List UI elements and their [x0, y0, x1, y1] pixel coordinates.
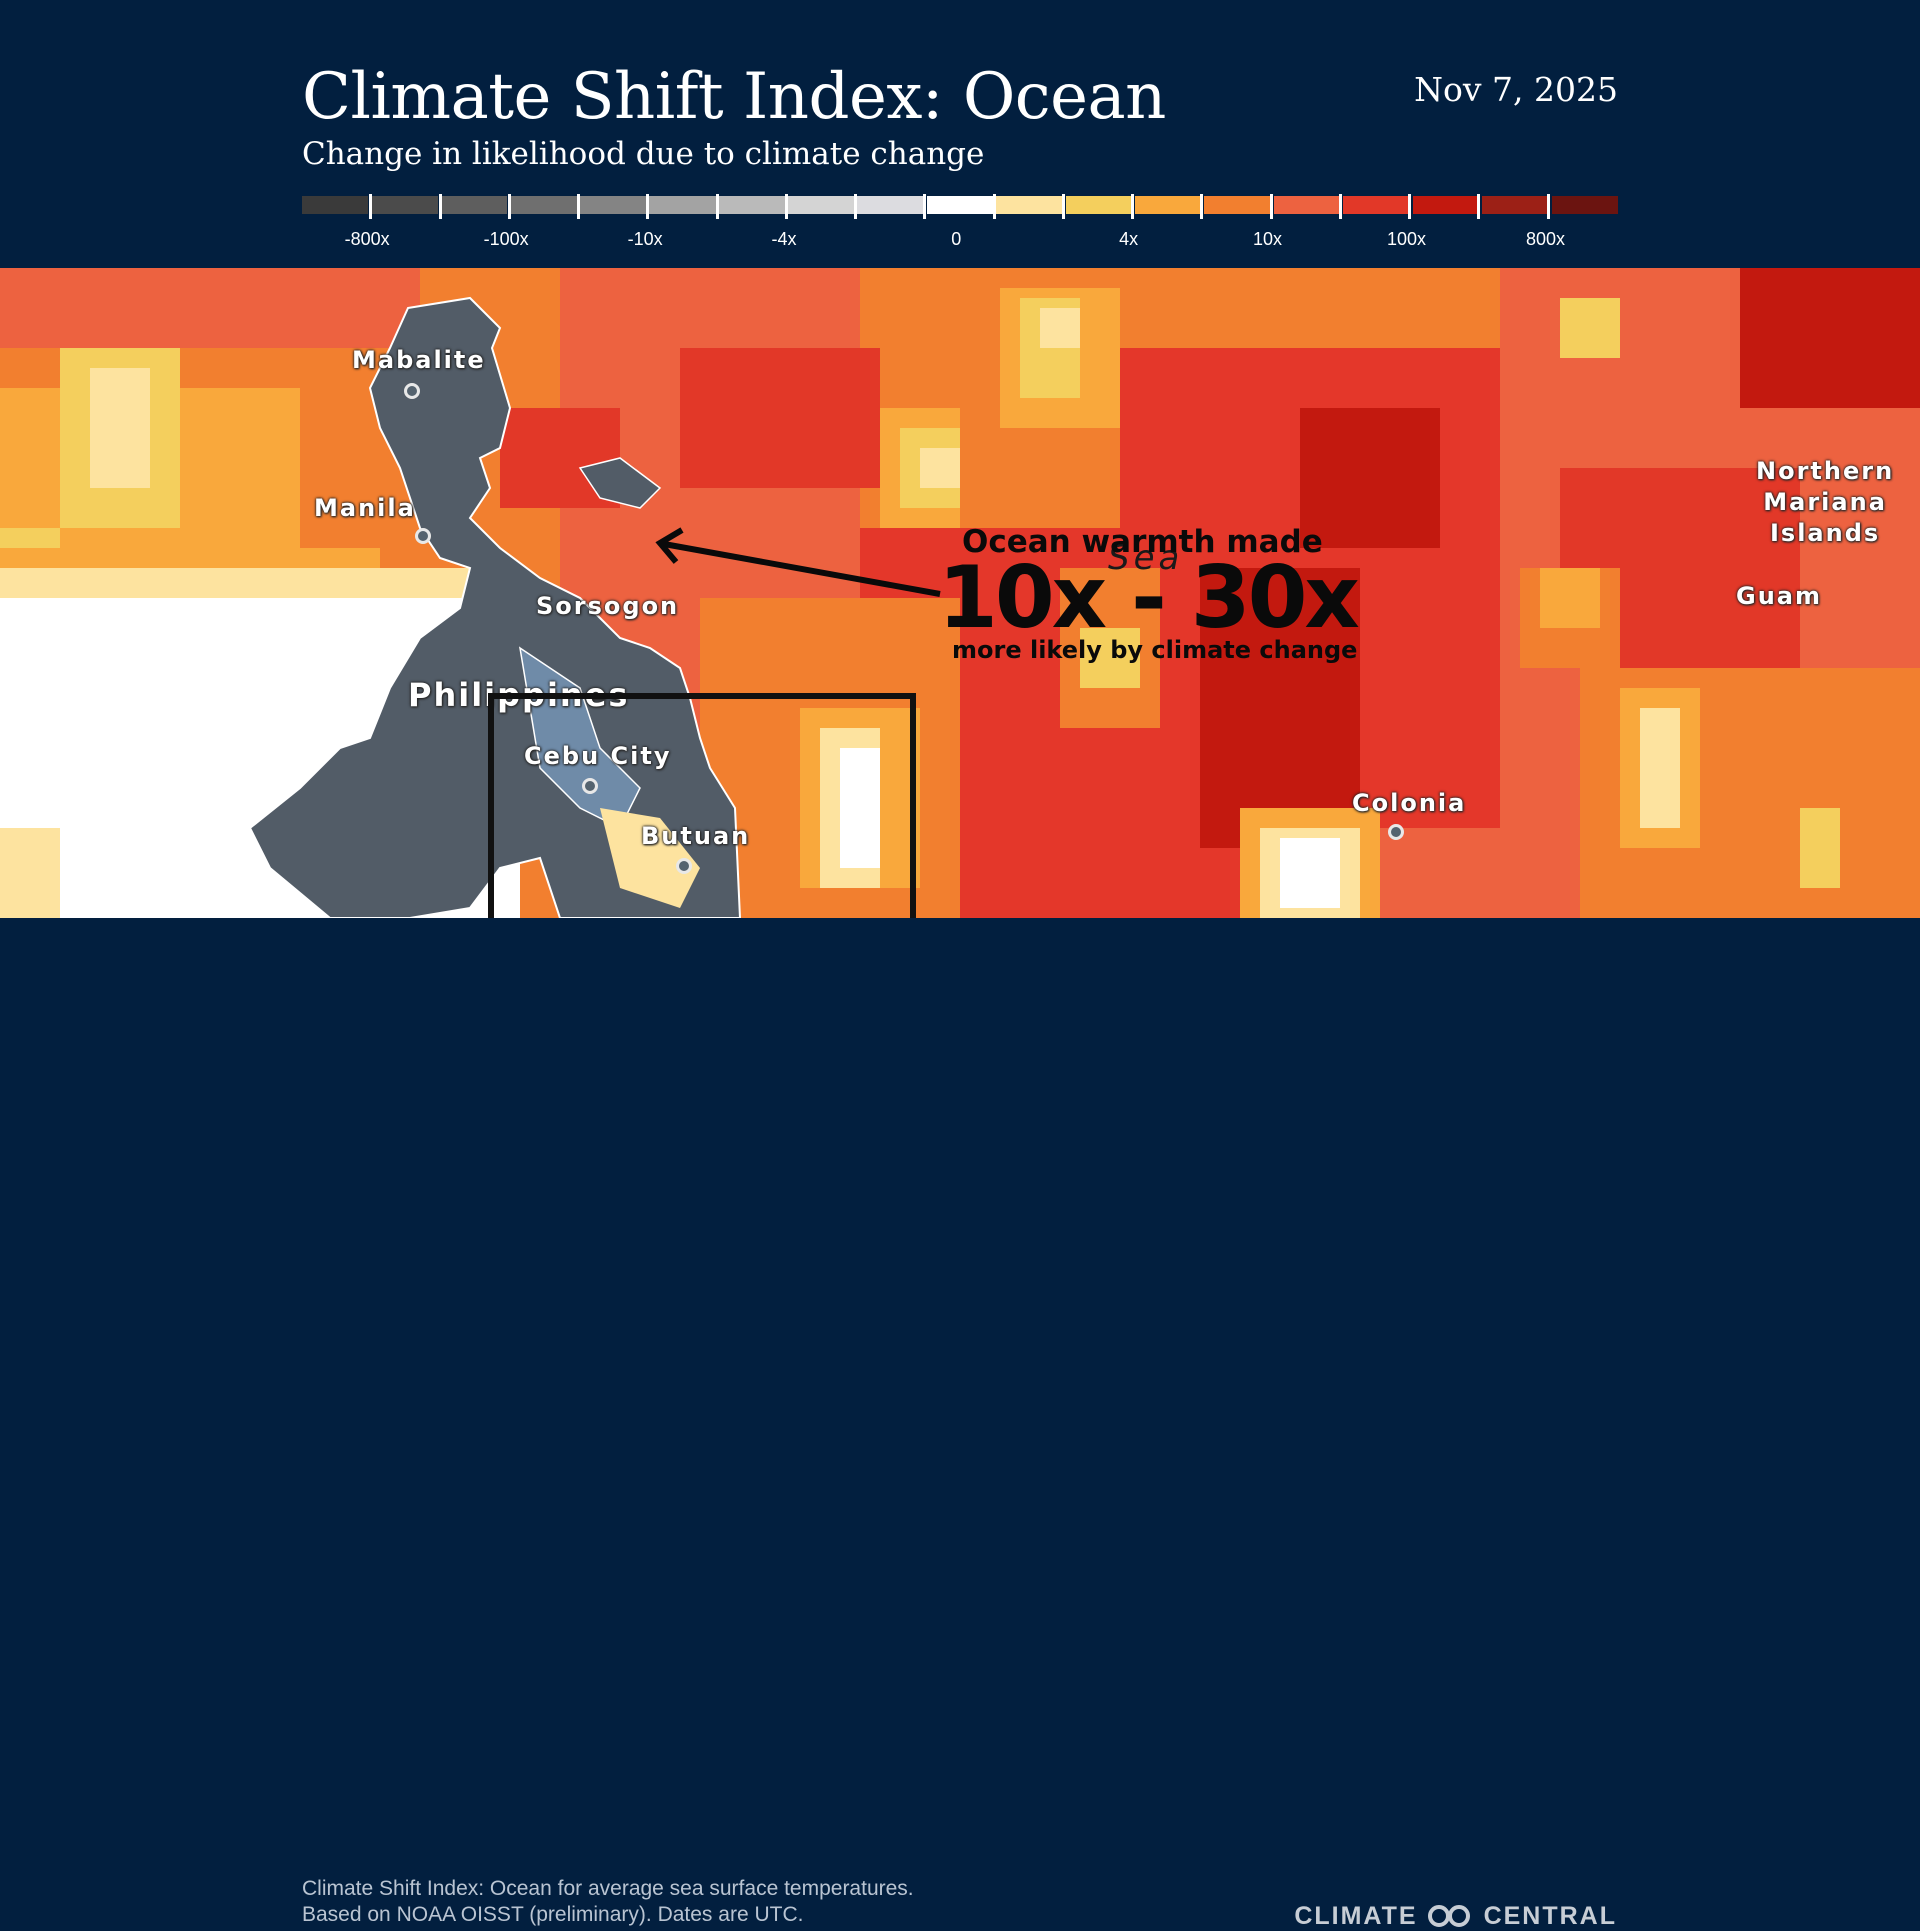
footnote-line2: Based on NOAA OISST (preliminary). Dates…	[302, 1903, 804, 1926]
legend-swatch	[510, 196, 577, 214]
city-marker-icon	[1388, 824, 1404, 840]
map[interactable]: Sea Mabalite Manila Sorsogon Philippines Ceb…	[0, 268, 1920, 918]
date-label: Nov 7, 2025	[1414, 70, 1618, 109]
legend-tick	[438, 194, 442, 219]
place-label: Butuan	[641, 822, 751, 850]
legend-swatch	[302, 196, 369, 214]
legend-label: -100x	[483, 229, 529, 249]
legend-swatch	[579, 196, 647, 214]
legend-swatch	[996, 196, 1063, 214]
page-subtitle: Change in likelihood due to climate chan…	[302, 136, 985, 172]
city-marker-icon	[415, 528, 431, 544]
legend-tick	[1200, 194, 1204, 219]
footnote: Climate Shift Index: Ocean for average s…	[302, 1876, 914, 1928]
legend-swatch	[718, 196, 785, 214]
annotation-value: 10x - 30x	[938, 548, 1360, 648]
color-legend	[302, 196, 1619, 216]
place-label: Mabalite	[352, 346, 486, 374]
legend-label: -4x	[771, 229, 797, 249]
legend-tick	[369, 194, 373, 219]
legend-tick	[1061, 194, 1065, 219]
page-title: Climate Shift Index: Ocean	[302, 60, 1166, 134]
arrow-icon	[655, 527, 941, 597]
city-marker-icon	[404, 383, 420, 399]
legend-swatch	[926, 196, 994, 214]
annotation-line3: more likely by climate change	[952, 636, 1358, 664]
legend-label: -800x	[344, 229, 390, 249]
legend-swatch	[649, 196, 716, 214]
city-marker-icon	[676, 858, 692, 874]
legend-tick	[1546, 194, 1550, 219]
legend-swatch	[1204, 196, 1271, 214]
legend-label: 100x	[1386, 229, 1427, 249]
legend-tick	[1269, 194, 1273, 219]
legend-labels: -800x -100x -10x -4x 0 4x 10x 100x 800x	[302, 229, 1618, 253]
legend-tick	[923, 194, 927, 219]
legend-swatch	[1273, 196, 1341, 214]
annotation-line1: Ocean warmth made	[962, 524, 1323, 560]
legend-tick	[1477, 194, 1481, 219]
highlight-box	[488, 693, 916, 918]
legend-swatch	[371, 196, 438, 214]
legend-swatch	[1343, 196, 1410, 214]
logo-rings-icon	[1426, 1904, 1476, 1929]
footnote-line1: Climate Shift Index: Ocean for average s…	[302, 1877, 914, 1900]
legend-tick	[646, 194, 650, 219]
legend-ticks	[302, 194, 1618, 220]
legend-tick	[784, 194, 788, 219]
legend-swatch	[440, 196, 508, 214]
legend-swatch	[1135, 196, 1202, 214]
header: Climate Shift Index: Ocean Change in lik…	[0, 0, 1920, 268]
legend-label: 10x	[1253, 229, 1283, 249]
city-marker-icon	[582, 778, 598, 794]
legend-tick	[1408, 194, 1412, 219]
legend-swatch	[1551, 196, 1619, 214]
legend-tick	[854, 194, 858, 219]
legend-label: -10x	[627, 229, 663, 249]
place-label: Northern Mariana Islands	[1756, 457, 1895, 547]
logo-text-left: CLIMATE	[1294, 1902, 1418, 1930]
legend-swatch	[1412, 196, 1480, 214]
climate-central-logo: CLIMATE CENTRAL	[1294, 1902, 1617, 1931]
logo-text-right: CENTRAL	[1483, 1902, 1617, 1930]
place-label: Colonia	[1352, 789, 1467, 817]
legend-label: 800x	[1525, 229, 1566, 249]
legend-swatch	[1065, 196, 1133, 214]
legend-swatch	[1482, 196, 1549, 214]
legend-tick	[577, 194, 581, 219]
place-label: Manila	[314, 494, 416, 522]
legend-label: 4x	[1119, 229, 1139, 249]
sea-label: Sea	[1108, 538, 1184, 578]
place-label: Guam	[1736, 582, 1822, 610]
place-label: Sorsogon	[536, 592, 680, 620]
legend-swatch	[787, 196, 855, 214]
legend-tick	[507, 194, 511, 219]
footer: Climate Shift Index: Ocean for average s…	[0, 918, 1920, 1930]
legend-label: 0	[951, 229, 962, 249]
place-label: Cebu City	[524, 742, 672, 770]
legend-tick	[992, 194, 996, 219]
legend-swatch	[857, 196, 924, 214]
legend-tick	[1338, 194, 1342, 219]
legend-tick	[1131, 194, 1135, 219]
legend-tick	[715, 194, 719, 219]
heatmap-layer	[0, 268, 1920, 918]
